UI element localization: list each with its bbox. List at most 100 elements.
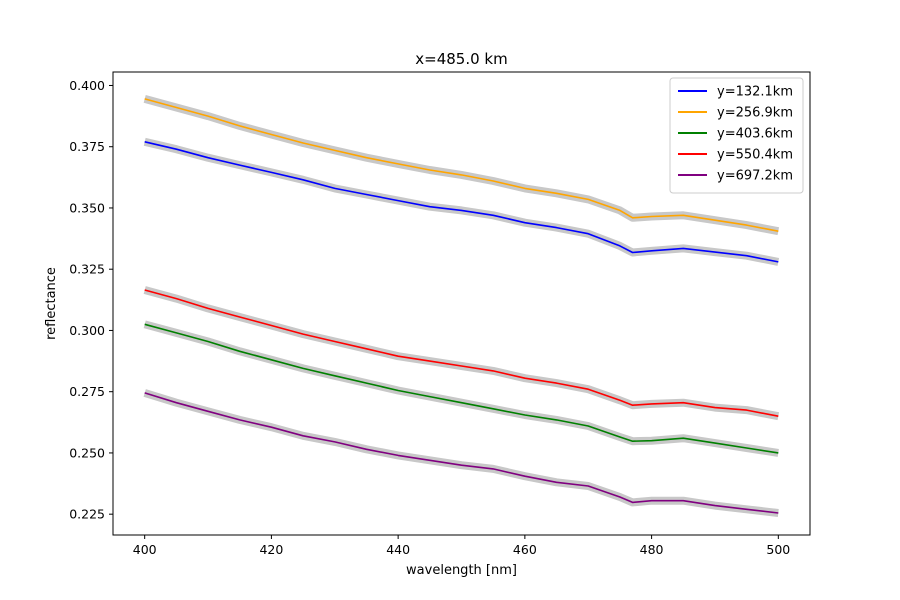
data-point bbox=[176, 298, 178, 300]
data-point bbox=[429, 169, 431, 171]
data-point bbox=[651, 250, 653, 252]
data-point bbox=[239, 316, 241, 318]
data-point bbox=[397, 390, 399, 392]
data-point bbox=[271, 325, 273, 327]
x-tick-label: 480 bbox=[640, 542, 664, 557]
data-point bbox=[302, 333, 304, 335]
data-point bbox=[461, 464, 463, 466]
data-point bbox=[524, 475, 526, 477]
data-point bbox=[334, 150, 336, 152]
data-point bbox=[429, 206, 431, 208]
data-point bbox=[714, 505, 716, 507]
data-point bbox=[524, 188, 526, 190]
data-point bbox=[619, 245, 621, 247]
data-point bbox=[524, 414, 526, 416]
data-point bbox=[397, 455, 399, 457]
data-point bbox=[682, 402, 684, 404]
y-tick-label: 0.275 bbox=[69, 384, 105, 399]
data-point bbox=[461, 365, 463, 367]
data-point bbox=[587, 485, 589, 487]
data-point bbox=[682, 500, 684, 502]
data-point bbox=[746, 224, 748, 226]
data-point bbox=[682, 437, 684, 439]
data-point bbox=[429, 360, 431, 362]
data-point bbox=[239, 350, 241, 352]
data-point bbox=[429, 396, 431, 398]
series-line-3 bbox=[144, 289, 779, 417]
data-point bbox=[632, 440, 634, 442]
data-point bbox=[176, 107, 178, 109]
data-point bbox=[746, 255, 748, 257]
data-point bbox=[366, 382, 368, 384]
data-point bbox=[587, 388, 589, 390]
data-point bbox=[651, 216, 653, 218]
data-point bbox=[271, 359, 273, 361]
data-point bbox=[207, 157, 209, 159]
x-axis-title: wavelength [nm] bbox=[406, 563, 517, 578]
data-point bbox=[302, 142, 304, 144]
plot-frame bbox=[112, 71, 811, 536]
legend-label: y=697.2km bbox=[717, 169, 793, 184]
data-point bbox=[556, 419, 558, 421]
data-point bbox=[429, 459, 431, 461]
data-point bbox=[619, 399, 621, 401]
data-point bbox=[207, 410, 209, 412]
data-point bbox=[271, 172, 273, 174]
data-point bbox=[682, 215, 684, 217]
data-point bbox=[632, 404, 634, 406]
data-point bbox=[366, 157, 368, 159]
legend-label: y=550.4km bbox=[717, 148, 793, 163]
data-point bbox=[366, 448, 368, 450]
data-point bbox=[619, 496, 621, 498]
y-tick-label: 0.225 bbox=[69, 507, 105, 522]
y-tick-label: 0.350 bbox=[69, 200, 105, 215]
data-point bbox=[271, 134, 273, 136]
data-point bbox=[144, 392, 146, 394]
data-point bbox=[397, 200, 399, 202]
data-point bbox=[334, 341, 336, 343]
data-point bbox=[239, 164, 241, 166]
data-point bbox=[714, 219, 716, 221]
data-point bbox=[778, 452, 780, 454]
data-point bbox=[651, 403, 653, 405]
data-point bbox=[587, 425, 589, 427]
data-point bbox=[144, 289, 146, 291]
x-tick-label: 400 bbox=[133, 542, 157, 557]
series-line-4 bbox=[144, 392, 779, 514]
data-point bbox=[746, 447, 748, 449]
data-point bbox=[682, 248, 684, 250]
data-point bbox=[492, 180, 494, 182]
data-point bbox=[714, 251, 716, 253]
data-point bbox=[302, 435, 304, 437]
data-point bbox=[144, 98, 146, 100]
data-point bbox=[334, 441, 336, 443]
data-point bbox=[524, 222, 526, 224]
data-point bbox=[492, 468, 494, 470]
data-point bbox=[239, 419, 241, 421]
data-point bbox=[176, 148, 178, 150]
data-point bbox=[556, 482, 558, 484]
data-point bbox=[207, 308, 209, 310]
data-point bbox=[746, 508, 748, 510]
y-tick-label: 0.300 bbox=[69, 323, 105, 338]
data-point bbox=[334, 188, 336, 190]
data-point bbox=[207, 115, 209, 117]
legend-label: y=403.6km bbox=[717, 127, 793, 142]
data-point bbox=[556, 227, 558, 229]
data-point bbox=[524, 377, 526, 379]
data-point bbox=[651, 500, 653, 502]
data-point bbox=[619, 436, 621, 438]
data-point bbox=[556, 382, 558, 384]
data-point bbox=[778, 512, 780, 514]
data-point bbox=[778, 415, 780, 417]
x-tick-label: 500 bbox=[766, 542, 790, 557]
data-point bbox=[714, 442, 716, 444]
data-point bbox=[492, 370, 494, 372]
data-point bbox=[492, 408, 494, 410]
data-point bbox=[587, 199, 589, 201]
data-point bbox=[778, 230, 780, 232]
data-point bbox=[397, 163, 399, 165]
data-point bbox=[366, 348, 368, 350]
data-point bbox=[632, 217, 634, 219]
y-axis-title: reflectance bbox=[44, 267, 59, 340]
